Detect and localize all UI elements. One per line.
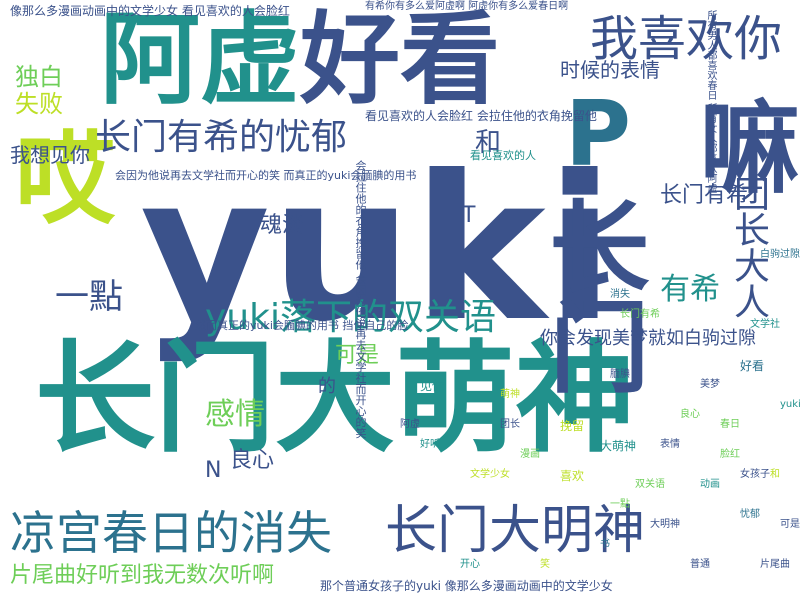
word-cloud-word: 有希 — [660, 272, 720, 307]
word-cloud-word: 看见喜欢的人会脸红 会拉住他的衣角挽留他 — [365, 109, 597, 123]
word-cloud-word: 动画 — [700, 479, 720, 490]
word-cloud-word: yuki落下的双关语 — [205, 297, 496, 338]
word-cloud-word: 萌神 — [500, 389, 520, 400]
word-cloud-word: 春日 — [720, 419, 740, 430]
word-cloud-word: 长门有希 — [660, 183, 749, 208]
word-cloud-word: yuki — [780, 399, 800, 410]
word-cloud-word: 开心 — [460, 559, 480, 570]
word-cloud-word: 好看 — [300, 1, 500, 118]
word-cloud-word: 团长大人 — [728, 175, 769, 319]
word-cloud-word: N — [205, 458, 222, 483]
word-cloud-word: 片尾曲 — [760, 559, 790, 570]
word-cloud-word: 大萌神 — [600, 439, 637, 453]
word-cloud-word: 长门大明神 — [385, 501, 646, 561]
word-cloud-word: 阿虚 — [400, 419, 420, 430]
word-cloud-word: 和 — [770, 469, 780, 480]
word-cloud-word: 的 — [318, 376, 336, 397]
word-cloud-word: 腼腆 — [610, 369, 630, 380]
word-cloud-word: 挽留 — [560, 419, 585, 433]
word-cloud-word: 双关语 — [635, 479, 665, 490]
word-cloud-word: 会拉住他的衣角挽留他 会因为他说再去文学社而开心的笑 — [354, 160, 367, 439]
word-cloud-word: 脸红 — [720, 449, 740, 460]
word-cloud-word: 美梦 — [700, 379, 720, 390]
word-cloud-word: 长门有希 — [620, 309, 660, 320]
word-cloud-word: 一點 — [610, 499, 630, 510]
word-cloud-word: 像那么多漫画动画中的文学少女 看见喜欢的人会脸红 — [10, 4, 290, 18]
word-cloud-word: 表情 — [660, 439, 680, 450]
word-cloud-word: 团长 — [500, 419, 520, 430]
word-cloud-word: 片尾曲好听到我无数次听啊 — [10, 563, 275, 588]
word-cloud-word: 会因为他说再去文学社而开心的笑 而真正的yuki会腼腆的用书 — [115, 169, 417, 182]
word-cloud-word: 好看 — [740, 359, 765, 373]
word-cloud-word: 漫画 — [520, 449, 540, 460]
word-cloud-word: yuki — [140, 133, 615, 366]
word-cloud-word: 然而真正的yuki会腼腆的用书 挡住自己的脸 — [195, 319, 409, 332]
word-cloud-word: 和 — [475, 128, 502, 158]
word-cloud-word: 消失 — [610, 289, 630, 300]
word-cloud-word: 时候的表情 — [560, 58, 660, 82]
word-cloud-word: 魂淡 — [260, 213, 305, 238]
word-cloud-word: 普通 — [690, 559, 710, 570]
word-cloud-word: 阿虚 — [100, 1, 300, 118]
word-cloud-word: 一點 — [55, 277, 123, 317]
word-cloud-word: 好听 — [420, 439, 440, 450]
word-cloud-word: 女孩子 — [740, 469, 770, 480]
word-cloud-word: P — [565, 82, 631, 187]
word-cloud-word: 所有男人都喜欢春日 所有女人都喜欢阿虚 — [705, 10, 716, 194]
word-cloud-word: 有希你有多么爱阿虚啊 阿虚你有多么爱春日啊 — [365, 1, 569, 12]
word-cloud-word: 忧郁 — [740, 509, 760, 520]
word-cloud-word: 独白 — [15, 63, 63, 91]
word-cloud-word: 见你 — [420, 379, 445, 393]
word-cloud-word: 白驹过隙 — [760, 249, 800, 260]
word-cloud-word: 书 — [600, 539, 610, 550]
word-cloud-word: 良心 — [230, 448, 275, 473]
word-cloud-word: 感情 — [205, 397, 265, 432]
word-cloud-word: 可是 — [780, 519, 800, 530]
word-cloud-word: 失败 — [15, 90, 63, 118]
word-cloud-word: T — [462, 203, 476, 228]
word-cloud-word: 可是 — [335, 343, 380, 368]
word-cloud-word: 长门大萌神 — [35, 330, 635, 469]
word-cloud-word: 你会发现美梦就如白驹过隙 — [540, 328, 756, 349]
word-cloud-word: 长门 — [532, 195, 649, 395]
word-cloud-word: 我喜欢你 — [590, 11, 783, 67]
word-cloud-word: 喜欢 — [560, 469, 585, 483]
word-cloud-word: 那个普通女孩子的yuki 像那么多漫画动画中的文学少女 — [320, 579, 613, 593]
word-cloud-word: 我想见你 — [10, 143, 90, 167]
word-cloud-word: 哎 — [15, 121, 115, 238]
word-cloud-word: 笑 — [540, 559, 550, 570]
word-cloud-word: 嘛 — [682, 95, 799, 195]
word-cloud-word: 文学少女 — [470, 469, 510, 480]
word-cloud-word: 看见喜欢的人 — [470, 149, 536, 162]
word-cloud-word: 良心 — [680, 409, 700, 420]
word-cloud-word: 凉宫春日的消失 — [10, 506, 332, 560]
word-cloud-word: 文学社 — [750, 319, 780, 330]
word-cloud-word: 长门有希的忧郁 — [95, 117, 348, 158]
word-cloud-word: 大明神 — [650, 519, 680, 530]
